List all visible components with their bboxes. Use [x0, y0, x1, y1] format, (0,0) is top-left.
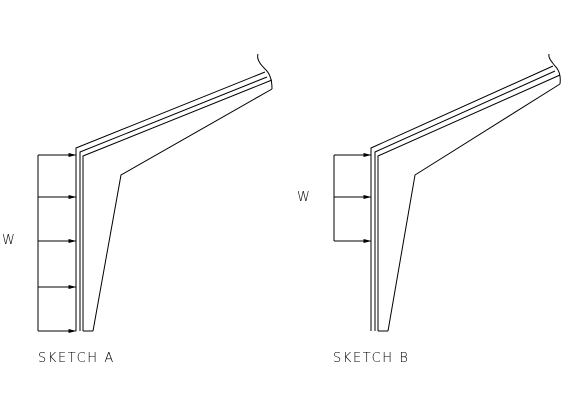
- load-label-a: W: [2, 233, 15, 248]
- load-diagram-b: W: [297, 153, 372, 243]
- sketch-title-b: SKETCH B: [333, 351, 409, 366]
- wall-stem-inner-b: [374, 70, 556, 331]
- load-diagram-a: W: [2, 153, 77, 333]
- break-line-b: [548, 53, 561, 85]
- load-label-b: W: [297, 190, 310, 205]
- support-taper-a: [92, 88, 273, 332]
- support-taper-b: [387, 83, 561, 332]
- sketch-a: W SKETCH A: [2, 53, 273, 366]
- support-body-b: [377, 74, 561, 331]
- wall-stem-a: [75, 71, 266, 331]
- wall-stem-b: [370, 65, 554, 331]
- sketch-b: W SKETCH B: [297, 53, 561, 366]
- break-line-a: [257, 53, 273, 90]
- sketch-title-a: SKETCH A: [38, 351, 115, 366]
- retaining-wall-b: [370, 53, 561, 332]
- retaining-wall-a: [75, 53, 273, 332]
- support-body-a: [82, 79, 273, 331]
- wall-stem-inner-a: [79, 76, 268, 331]
